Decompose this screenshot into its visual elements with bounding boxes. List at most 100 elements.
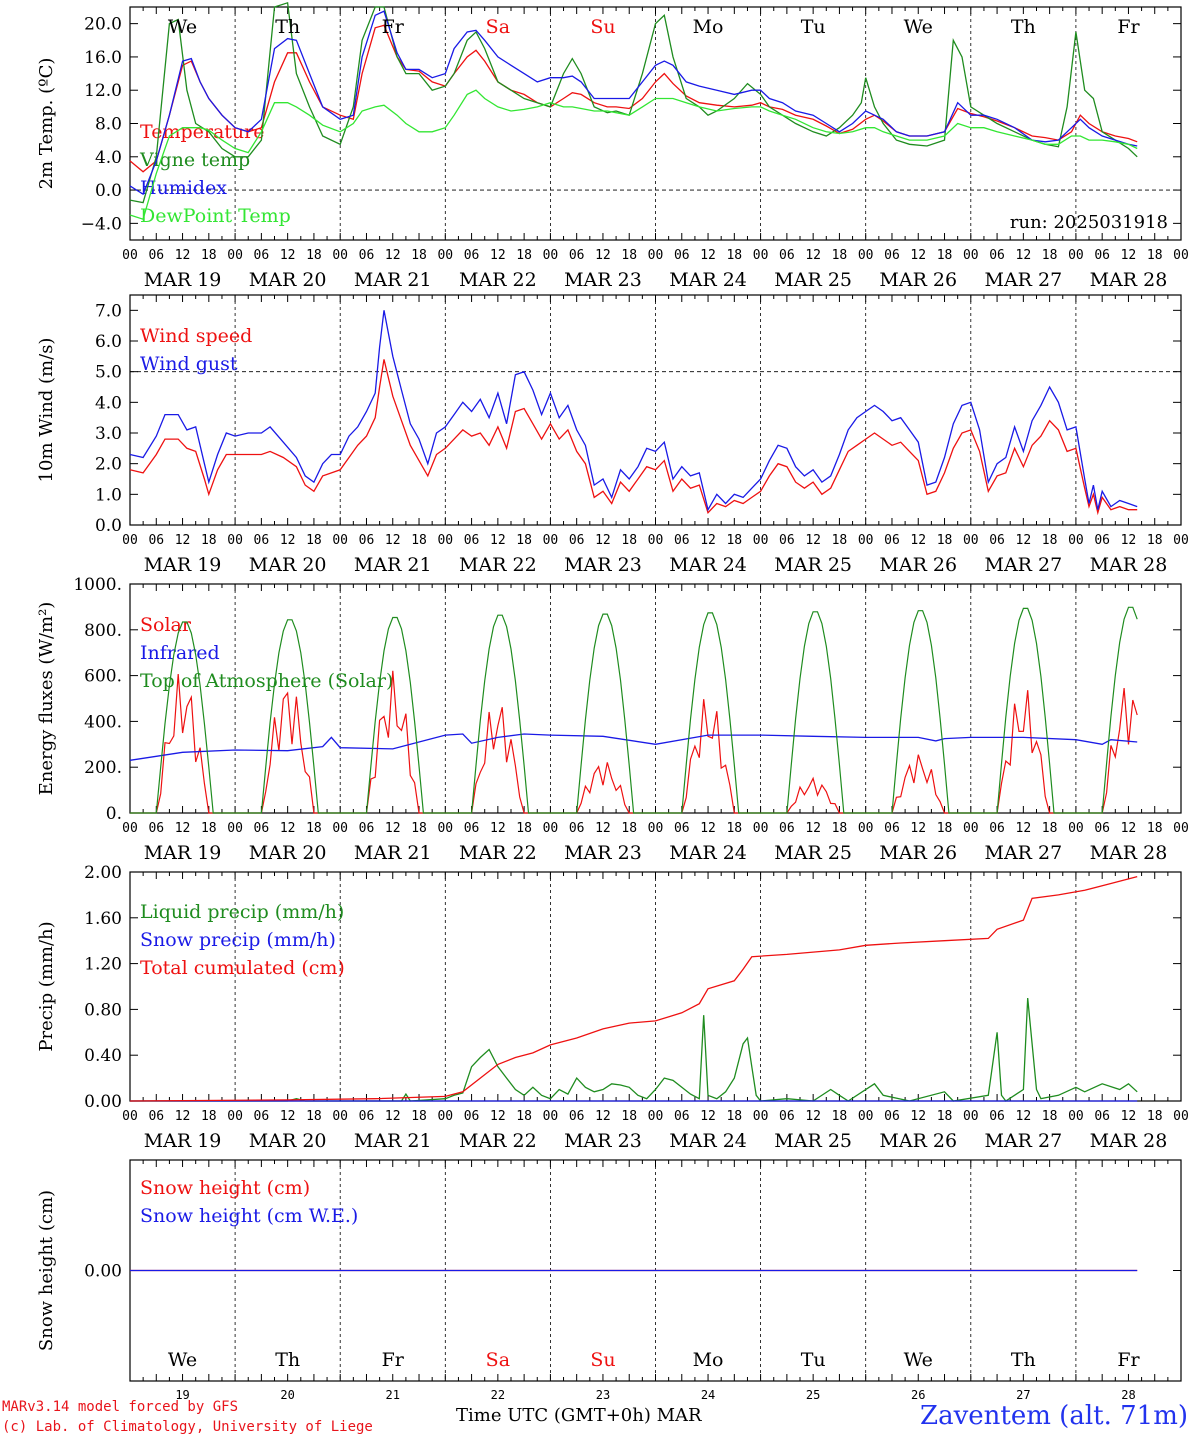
hour-tick-label: 00 <box>543 248 559 263</box>
hour-tick-label: 18 <box>726 1109 742 1124</box>
y-tick-label: 0.00 <box>84 1262 122 1282</box>
hour-tick-label: 18 <box>1147 533 1163 548</box>
hour-tick-label: 12 <box>1121 533 1137 548</box>
hour-tick-label: 12 <box>385 248 401 263</box>
hour-tick-label: 00 <box>858 1109 874 1124</box>
series-line <box>129 875 1138 1102</box>
date-label: MAR 25 <box>774 269 852 291</box>
hour-tick-label: 00 <box>963 821 979 836</box>
date-label: MAR 24 <box>669 1130 747 1152</box>
hour-tick-label: 06 <box>359 533 375 548</box>
legend-entry: Top of Atmosphere (Solar) <box>140 670 393 692</box>
date-label: MAR 19 <box>144 1130 222 1152</box>
hour-tick-label: 18 <box>516 248 532 263</box>
hour-tick-label: 00 <box>1173 248 1189 263</box>
hour-tick-label: 12 <box>490 248 506 263</box>
date-label: MAR 25 <box>774 842 852 864</box>
hour-tick-label: 12 <box>910 1109 926 1124</box>
hour-tick-label: 00 <box>437 248 453 263</box>
hour-tick-label: 12 <box>175 533 191 548</box>
hour-tick-label: 18 <box>726 248 742 263</box>
y-tick-label: 7.0 <box>95 301 122 321</box>
hour-tick-label: 18 <box>201 533 217 548</box>
hour-tick-label: 12 <box>1121 821 1137 836</box>
y-tick-label: 400. <box>84 712 122 732</box>
hour-tick-label: 12 <box>385 821 401 836</box>
legend-entry: Snow height (cm) <box>140 1177 310 1199</box>
date-label: MAR 26 <box>879 1130 957 1152</box>
series-line <box>129 89 1138 221</box>
hour-tick-label: 06 <box>674 533 690 548</box>
hour-tick-label: 00 <box>963 248 979 263</box>
hour-tick-label: 18 <box>832 248 848 263</box>
date-label: MAR 23 <box>564 842 642 864</box>
weekday-label: We <box>168 16 197 38</box>
hour-tick-label: 18 <box>832 821 848 836</box>
date-label: MAR 28 <box>1090 1130 1168 1152</box>
series-line <box>129 24 1138 173</box>
hour-tick-label: 00 <box>858 821 874 836</box>
hour-tick-label: 06 <box>464 1109 480 1124</box>
hour-tick-label: 06 <box>569 248 585 263</box>
hour-tick-label: 00 <box>227 248 243 263</box>
hour-tick-label: 12 <box>595 248 611 263</box>
legend-entry: Humidex <box>140 177 227 199</box>
y-tick-label: 1000. <box>73 575 122 595</box>
series-line <box>129 733 1138 761</box>
y-tick-label: 0.00 <box>84 1092 122 1112</box>
hour-tick-label: 06 <box>884 1109 900 1124</box>
hour-tick-label: 12 <box>595 533 611 548</box>
hour-tick-label: 00 <box>648 533 664 548</box>
hour-tick-label: 18 <box>306 821 322 836</box>
legend-entry: Snow precip (mm/h) <box>140 929 336 951</box>
legend-entry: Infrared <box>140 642 220 664</box>
series-line <box>129 1 1138 204</box>
date-label: MAR 27 <box>984 554 1062 576</box>
hour-tick-label: 00 <box>437 1109 453 1124</box>
hour-tick-label: 00 <box>543 821 559 836</box>
day-number-label: 27 <box>1016 1388 1030 1402</box>
weekday-label: Mo <box>693 1349 724 1371</box>
hour-tick-label: 06 <box>464 248 480 263</box>
weekday-label: We <box>168 1349 197 1371</box>
day-number-label: 28 <box>1121 1388 1135 1402</box>
hour-tick-label: 06 <box>359 1109 375 1124</box>
hour-tick-label: 12 <box>805 533 821 548</box>
hour-tick-label: 18 <box>516 821 532 836</box>
day-number-label: 21 <box>386 1388 400 1402</box>
date-label: MAR 22 <box>459 842 537 864</box>
hour-tick-label: 06 <box>254 248 270 263</box>
hour-tick-label: 00 <box>227 533 243 548</box>
weekday-label: Fr <box>1117 16 1140 38</box>
hour-tick-label: 12 <box>910 533 926 548</box>
y-tick-label: 1.20 <box>84 955 122 975</box>
date-label: MAR 21 <box>354 269 432 291</box>
y-axis-label: Snow height (cm) <box>36 1190 57 1351</box>
station-name: Zaventem (alt. 71m) <box>920 1401 1188 1431</box>
date-label: MAR 21 <box>354 554 432 576</box>
hour-tick-label: 06 <box>1094 821 1110 836</box>
hour-tick-label: 06 <box>779 1109 795 1124</box>
x-axis-title: Time UTC (GMT+0h) MAR <box>456 1405 702 1426</box>
hour-tick-label: 06 <box>779 533 795 548</box>
legend-entry: Wind gust <box>140 353 238 375</box>
hour-tick-label: 00 <box>1068 821 1084 836</box>
hour-tick-label: 12 <box>1016 821 1032 836</box>
hour-tick-label: 12 <box>805 248 821 263</box>
hour-tick-label: 18 <box>726 533 742 548</box>
hour-tick-label: 18 <box>832 1109 848 1124</box>
y-tick-label: 4.0 <box>95 393 122 413</box>
date-label: MAR 19 <box>144 269 222 291</box>
hour-tick-label: 18 <box>516 533 532 548</box>
series-line <box>129 10 1138 196</box>
hour-tick-label: 00 <box>227 821 243 836</box>
hour-tick-label: 06 <box>989 533 1005 548</box>
weekday-label: Su <box>590 1349 615 1371</box>
hour-tick-label: 06 <box>674 1109 690 1124</box>
y-tick-label: 0.40 <box>84 1046 122 1066</box>
legend-entry: Vigne temp <box>139 149 250 171</box>
x-axis-month: MAR <box>656 1405 702 1426</box>
y-tick-label: 200. <box>84 758 122 778</box>
y-tick-label: 16.0 <box>84 48 122 68</box>
legend-entry: DewPoint Temp <box>140 205 291 227</box>
